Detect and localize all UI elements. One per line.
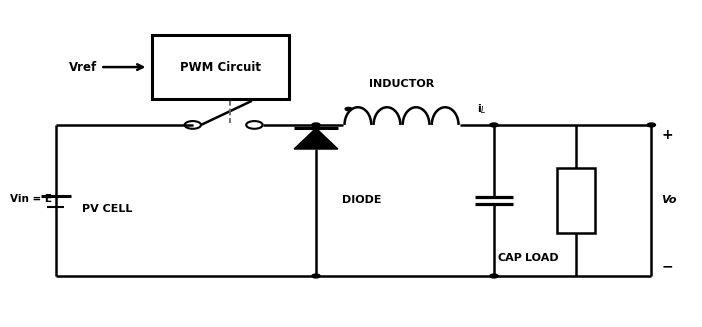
Bar [152, 35, 289, 99]
Text: Vin = E: Vin = E [11, 194, 53, 204]
Circle shape [490, 123, 498, 127]
Text: i$_L$: i$_L$ [477, 102, 486, 116]
Text: CAP: CAP [497, 253, 522, 263]
Polygon shape [294, 128, 338, 149]
Text: Vref: Vref [69, 60, 97, 74]
Text: LOAD: LOAD [524, 253, 558, 263]
Text: DIODE: DIODE [342, 196, 381, 205]
Text: INDUCTOR: INDUCTOR [369, 79, 434, 89]
Text: Vo: Vo [661, 196, 677, 205]
Circle shape [345, 107, 352, 111]
Circle shape [312, 123, 320, 127]
Circle shape [490, 274, 498, 278]
Text: PWM Circuit: PWM Circuit [180, 60, 260, 74]
Text: PV CELL: PV CELL [82, 203, 133, 214]
Bar [557, 168, 595, 232]
Circle shape [312, 274, 320, 278]
Text: +: + [661, 128, 673, 142]
Circle shape [647, 123, 656, 127]
Text: −: − [661, 259, 673, 273]
